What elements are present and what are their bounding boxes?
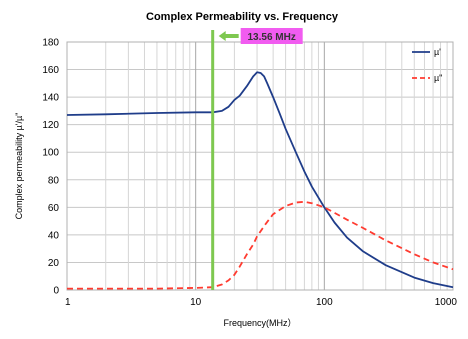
series-line-mu-prime — [66, 71, 454, 289]
y-tick-label: 60 — [48, 203, 60, 214]
series-layer — [66, 71, 454, 290]
x-tick-labels: 1 10 100 1000 — [65, 297, 457, 308]
x-tick-label: 100 — [316, 297, 333, 308]
y-tick-label: 120 — [42, 120, 59, 131]
series-line-mu-double-prime — [67, 200, 454, 290]
annotation-arrow-icon — [218, 31, 239, 41]
y-tick-labels: 0 20 40 60 80 100 120 140 160 180 — [42, 38, 59, 297]
y-tick-label: 100 — [42, 148, 59, 159]
x-tick-label: 1 — [65, 297, 71, 308]
annotation-label-bg — [240, 28, 303, 44]
legend-label: µ" — [434, 73, 442, 83]
y-tick-label: 160 — [42, 65, 59, 76]
chart-title: Complex Permeability vs. Frequency — [146, 11, 339, 23]
y-tick-label: 180 — [42, 38, 59, 49]
gridlines — [66, 41, 453, 291]
y-axis-label: Complex permeability µ'/µ" — [14, 113, 24, 220]
y-tick-label: 40 — [48, 230, 60, 241]
x-tick-label: 10 — [190, 297, 202, 308]
legend: µ' µ" — [412, 47, 442, 83]
plot-area-border — [66, 41, 454, 291]
annotation-layer: 13.56 MHz — [211, 28, 303, 290]
y-tick-label: 80 — [48, 175, 60, 186]
y-tick-label: 20 — [48, 258, 60, 269]
x-tick-label: 1000 — [435, 297, 458, 308]
y-tick-label: 140 — [42, 93, 59, 104]
y-tick-label: 0 — [53, 286, 59, 297]
annotation-label: 13.56 MHz — [248, 32, 296, 43]
x-axis-label: Frequency(MHz） — [223, 318, 296, 328]
legend-label: µ' — [434, 47, 441, 57]
